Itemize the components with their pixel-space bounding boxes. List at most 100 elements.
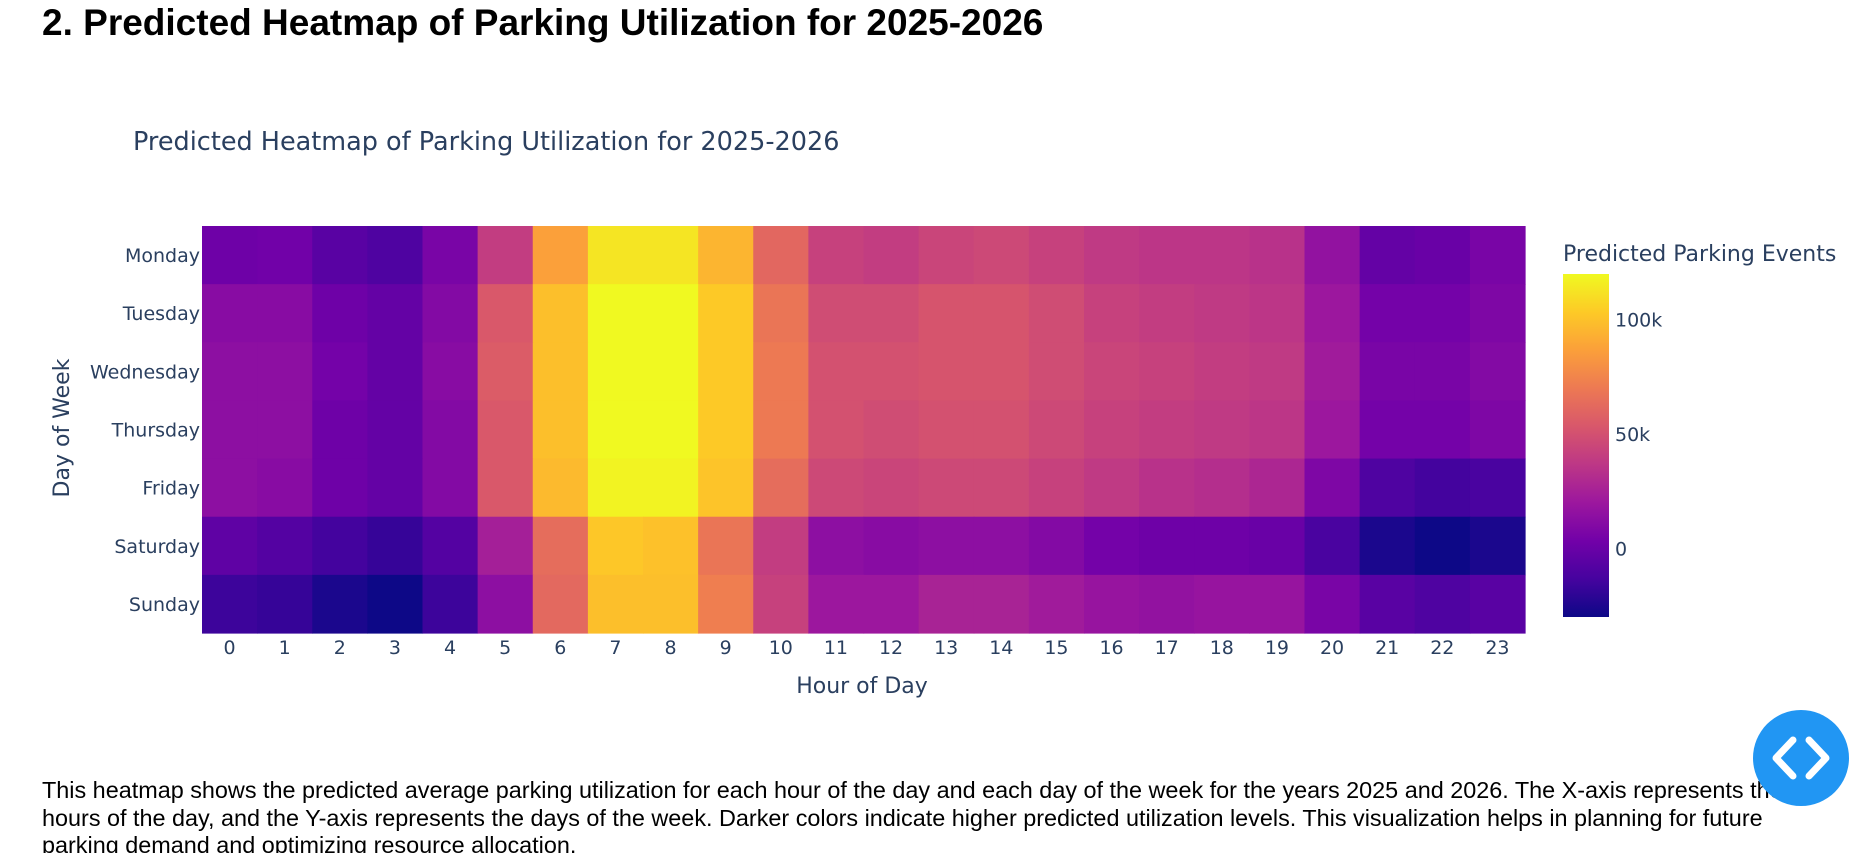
heatmap-cell	[202, 458, 258, 518]
heatmap-cell	[698, 342, 754, 402]
heatmap-cell	[367, 400, 424, 460]
heatmap-cell	[532, 574, 589, 634]
heatmap-cell	[863, 458, 920, 518]
heatmap-cell	[918, 284, 975, 343]
heatmap-cell	[808, 574, 865, 634]
heatmap-cell	[1028, 284, 1085, 343]
heatmap-cell	[1028, 458, 1085, 518]
y-tick-label: Friday	[142, 478, 200, 500]
heatmap-cell	[257, 458, 313, 518]
heatmap-cell	[312, 226, 368, 285]
heatmap-cell	[1249, 342, 1306, 402]
heatmap-cell	[587, 226, 644, 285]
code-brackets-icon	[1772, 736, 1830, 780]
heatmap-cell	[1359, 400, 1416, 460]
heatmap-cell	[643, 516, 699, 576]
heatmap-cell	[698, 400, 754, 460]
heatmap-cells	[202, 226, 1526, 634]
x-tick-label: 6	[554, 637, 566, 659]
heatmap-cell	[1084, 458, 1140, 518]
heatmap-cell	[1414, 574, 1471, 634]
heatmap-cell	[587, 342, 644, 402]
colorbar-tick-label: 50k	[1615, 424, 1650, 446]
heatmap-cell	[1304, 226, 1361, 285]
heatmap-cell	[1249, 284, 1306, 343]
heatmap-cell	[698, 458, 754, 518]
heatmap-cell	[532, 284, 589, 343]
heatmap-cell	[587, 516, 644, 576]
x-tick-label: 0	[224, 637, 236, 659]
heatmap-cell	[643, 400, 699, 460]
heatmap-cell	[863, 400, 920, 460]
y-tick-label: Saturday	[114, 536, 200, 558]
heatmap-cell	[257, 226, 313, 285]
y-tick-label: Monday	[125, 245, 200, 267]
heatmap-cell	[753, 458, 809, 518]
heatmap-cell	[1414, 284, 1471, 343]
heatmap-cell	[422, 284, 479, 343]
heatmap-cell	[863, 342, 920, 402]
heatmap-cell	[1469, 458, 1526, 518]
heatmap-cell	[1084, 516, 1140, 576]
colorbar-ticks: 0 50k 100k	[1615, 310, 1662, 561]
heatmap-cell	[257, 284, 313, 343]
heatmap-cell	[973, 342, 1030, 402]
colorbar-tick-label: 100k	[1615, 310, 1662, 332]
heatmap-cell	[312, 574, 368, 634]
heatmap-cell	[973, 284, 1030, 343]
heatmap-cell	[422, 342, 479, 402]
heatmap-cell	[477, 400, 534, 460]
heatmap-cell	[808, 458, 865, 518]
x-tick-label: 1	[279, 637, 291, 659]
heatmap-cell	[477, 342, 534, 402]
x-axis-ticks: 0 1 2 3 4 5 6 7 8 9 10 11 12 13 14 15 16 17 18 19 20 21 22 23	[224, 637, 1510, 659]
heatmap-chart: Predicted Heatmap of Parking Utilization…	[50, 127, 1836, 699]
heatmap-cell	[918, 574, 975, 634]
heatmap-cell	[1304, 574, 1361, 634]
heatmap-cell	[1359, 574, 1416, 634]
heatmap-cell	[973, 458, 1030, 518]
heatmap-cell	[643, 284, 699, 343]
heatmap-cell	[587, 458, 644, 518]
heatmap-cell	[367, 516, 424, 576]
heatmap-cell	[698, 284, 754, 343]
heatmap-cell	[587, 284, 644, 343]
x-tick-label: 10	[769, 637, 793, 659]
heatmap-cell	[1139, 400, 1195, 460]
heatmap-cell	[257, 574, 313, 634]
heatmap-cell	[1414, 458, 1471, 518]
x-tick-label: 2	[334, 637, 346, 659]
x-tick-label: 18	[1210, 637, 1234, 659]
x-tick-label: 3	[389, 637, 401, 659]
heatmap-cell	[1139, 574, 1195, 634]
heatmap-cell	[422, 516, 479, 576]
heatmap-cell	[587, 400, 644, 460]
heatmap-cell	[753, 574, 809, 634]
x-tick-label: 16	[1099, 637, 1123, 659]
heatmap-cell	[1194, 516, 1250, 576]
heatmap-cell	[1139, 342, 1195, 402]
heatmap-cell	[643, 342, 699, 402]
heatmap-cell	[1028, 516, 1085, 576]
heatmap-cell	[477, 458, 534, 518]
heatmap-cell	[532, 458, 589, 518]
heatmap-cell	[918, 342, 975, 402]
x-tick-label: 12	[879, 637, 903, 659]
heatmap-cell	[808, 516, 865, 576]
heatmap-cell	[1249, 400, 1306, 460]
heatmap-cell	[202, 342, 258, 402]
x-tick-label: 20	[1320, 637, 1344, 659]
heatmap-cell	[257, 342, 313, 402]
heatmap-cell	[918, 226, 975, 285]
heatmap-cell	[753, 516, 809, 576]
heatmap-cell	[808, 400, 865, 460]
heatmap-cell	[1194, 284, 1250, 343]
heatmap-cell	[312, 458, 368, 518]
heatmap-cell	[698, 226, 754, 285]
heatmap-cell	[202, 516, 258, 576]
code-toggle-button[interactable]	[1753, 710, 1849, 806]
y-axis-ticks: Monday Tuesday Wednesday Thursday Friday Satu…	[90, 245, 200, 616]
heatmap-cell	[202, 574, 258, 634]
heatmap-cell	[1304, 516, 1361, 576]
heatmap-cell	[1139, 458, 1195, 518]
